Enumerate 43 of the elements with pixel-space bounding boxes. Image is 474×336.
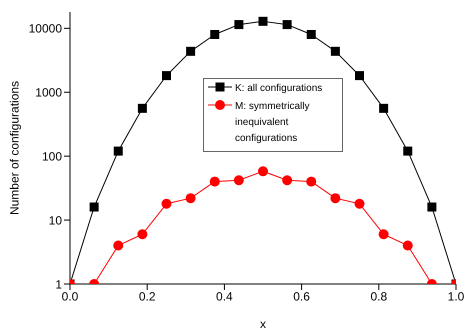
point [138, 104, 147, 113]
point [258, 166, 268, 176]
y-tick-label: 100 [42, 149, 62, 164]
point [210, 176, 220, 187]
x-tick-label: 1.0 [448, 290, 465, 304]
point [114, 146, 123, 156]
point [379, 104, 388, 113]
point [330, 46, 340, 56]
point [306, 176, 316, 187]
point [162, 71, 171, 80]
point [354, 198, 364, 209]
x-tick-label: 0.6 [293, 290, 310, 304]
legend-label: M: symmetrically inequivalent configurations [235, 100, 310, 146]
point [282, 175, 292, 186]
point [234, 20, 244, 30]
point [186, 46, 196, 56]
point [90, 202, 99, 212]
y-axis-title: Number of configurations [7, 80, 22, 216]
point [258, 16, 268, 26]
point [282, 20, 292, 30]
point [234, 175, 244, 186]
y-tick-label: 10 [48, 213, 62, 228]
x-tick-label: 0.2 [138, 290, 156, 304]
point [355, 71, 364, 80]
x-axis-title: x [260, 317, 266, 331]
y-tick-label: 1 [55, 277, 62, 292]
point [427, 202, 436, 212]
point [162, 198, 172, 209]
point [330, 193, 340, 204]
point [306, 30, 316, 39]
point [403, 146, 412, 156]
point [402, 240, 413, 251]
point [137, 229, 148, 240]
legend-label: K: all configurations [235, 82, 324, 96]
x-tick-label: 0.4 [216, 290, 234, 304]
x-tick-label: 0.0 [62, 290, 79, 304]
x-tick-label: 0.8 [370, 290, 388, 304]
y-tick-label: 1000 [35, 86, 62, 100]
point [113, 240, 124, 251]
point [378, 229, 389, 240]
point [186, 193, 196, 204]
point [210, 30, 220, 39]
y-tick-label: 10000 [28, 22, 62, 36]
